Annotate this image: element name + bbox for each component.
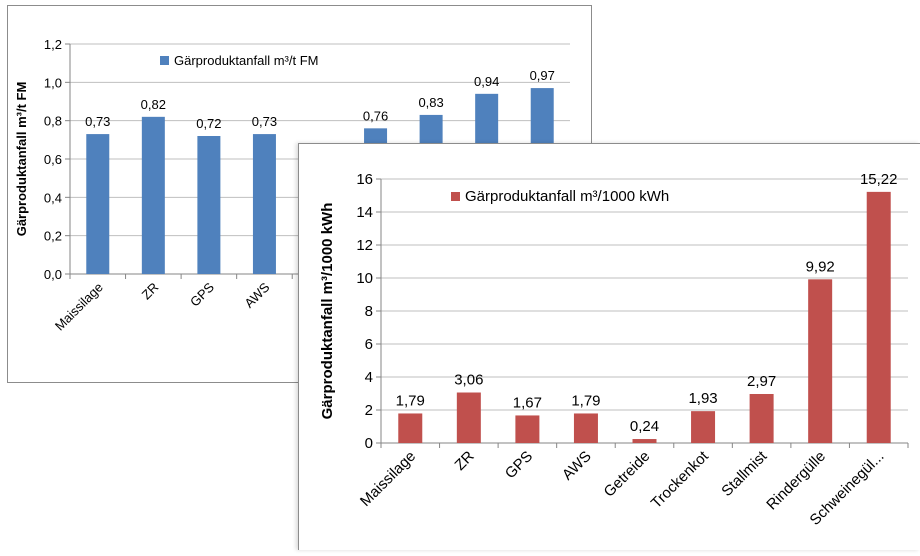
- y-tick-label: 0,6: [44, 152, 62, 167]
- bar: [141, 116, 165, 274]
- data-label: 2,97: [747, 373, 776, 390]
- x-tick-label: GPS: [187, 279, 217, 309]
- data-label: 0,72: [196, 116, 221, 131]
- y-tick-label: 2: [365, 402, 373, 419]
- data-label: 0,24: [630, 418, 659, 435]
- x-tick-label: GPS: [502, 448, 536, 482]
- y-tick-label: 1,2: [44, 37, 62, 52]
- x-tick-label: Trockenkot: [648, 447, 713, 512]
- x-tick-label: Stallmist: [718, 447, 771, 500]
- data-label: 0,73: [252, 114, 277, 129]
- y-tick-label: 16: [356, 171, 373, 188]
- data-label: 1,79: [571, 392, 600, 409]
- y-tick-label: 14: [356, 204, 373, 221]
- data-label: 9,92: [806, 258, 835, 275]
- x-tick-label: ZR: [139, 280, 162, 303]
- bar: [456, 392, 481, 443]
- data-label: 0,76: [363, 108, 388, 123]
- chart-panel-kwh: 0 2 4 6 8 10 12 14 16 Gärproduktanfall m³/1000 kW…: [298, 143, 920, 550]
- x-tick-label: Maissilage: [357, 448, 419, 510]
- y-tick-label: 12: [356, 237, 373, 254]
- legend-label: Gärproduktanfall m³/1000 kWh: [465, 188, 669, 205]
- y-tick-label: 4: [365, 369, 373, 386]
- bar: [866, 191, 891, 443]
- legend-label: Gärproduktanfall m³/t FM: [174, 53, 319, 68]
- data-label: 0,73: [85, 114, 110, 129]
- data-label: 0,94: [474, 74, 499, 89]
- y-tick-label: 10: [356, 270, 373, 287]
- bar: [197, 136, 221, 274]
- bar: [252, 134, 276, 274]
- data-label: 1,93: [688, 390, 717, 407]
- x-tick-label: ZR: [451, 448, 477, 474]
- bar: [632, 439, 657, 443]
- data-label: 1,79: [396, 392, 425, 409]
- data-label: 0,83: [418, 95, 443, 110]
- y-axis-title: Gärproduktanfall m³/1000 kWh: [319, 203, 336, 420]
- data-label: 1,67: [513, 394, 542, 411]
- bar: [398, 413, 423, 443]
- bar: [808, 279, 833, 443]
- data-label: 0,82: [141, 97, 166, 112]
- x-tick-label: AWS: [241, 279, 272, 310]
- y-tick-label: 0,2: [44, 229, 62, 244]
- y-tick-label: 6: [365, 336, 373, 353]
- x-tick-label: Maissilage: [52, 280, 106, 334]
- data-label: 0,97: [530, 68, 555, 83]
- y-tick-label: 1,0: [44, 75, 62, 90]
- y-tick-label: 0,8: [44, 114, 62, 129]
- bar: [86, 134, 110, 274]
- bar: [691, 411, 716, 443]
- legend-swatch: [451, 192, 460, 201]
- chart-kwh: 0 2 4 6 8 10 12 14 16 Gärproduktanfall m³/1000 kW…: [319, 171, 909, 529]
- y-tick-label: 8: [365, 303, 373, 320]
- bar: [749, 393, 774, 443]
- legend-swatch: [160, 56, 169, 65]
- x-tick-label: Getreide: [601, 448, 654, 501]
- y-axis-title: Gärproduktanfall m³/t FM: [14, 82, 29, 237]
- bar: [573, 413, 598, 443]
- data-label: 15,22: [860, 171, 898, 188]
- bar: [515, 415, 540, 443]
- y-tick-label: 0,0: [44, 267, 62, 282]
- y-tick-label: 0: [365, 435, 373, 452]
- y-tick-label: 0,4: [44, 190, 62, 205]
- data-label: 3,06: [454, 372, 483, 389]
- x-tick-label: AWS: [559, 448, 595, 484]
